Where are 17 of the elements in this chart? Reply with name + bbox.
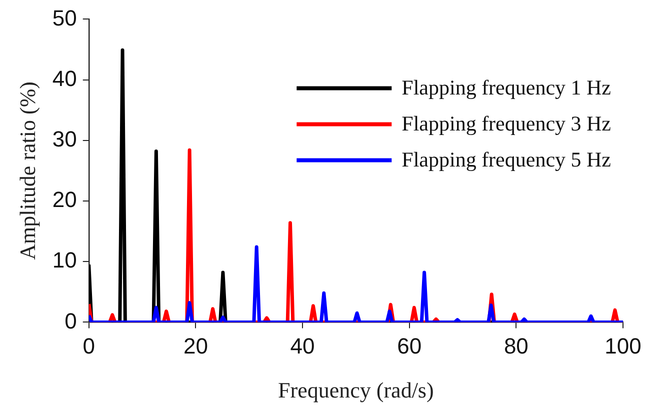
legend-label: Flapping frequency 5 Hz bbox=[402, 148, 612, 172]
legend-label: Flapping frequency 1 Hz bbox=[402, 76, 612, 100]
x-axis-title: Frequency (rad/s) bbox=[278, 378, 434, 403]
x-tick-label: 40 bbox=[290, 333, 315, 358]
x-tick-label: 100 bbox=[604, 333, 642, 358]
y-tick-label: 30 bbox=[52, 126, 77, 152]
y-axis-title: Amplitude ratio (%) bbox=[14, 81, 40, 260]
y-tick-label: 0 bbox=[64, 308, 77, 334]
y-tick-label: 20 bbox=[52, 187, 77, 212]
x-tick-label: 80 bbox=[504, 333, 528, 358]
x-tick-label: 60 bbox=[397, 333, 422, 358]
x-tick-label: 20 bbox=[183, 333, 208, 358]
y-tick-label: 40 bbox=[52, 66, 77, 91]
y-tick-label: 50 bbox=[52, 5, 77, 30]
legend-label: Flapping frequency 3 Hz bbox=[402, 112, 612, 136]
x-tick-label: 0 bbox=[82, 333, 95, 358]
y-tick-label: 10 bbox=[52, 248, 77, 273]
